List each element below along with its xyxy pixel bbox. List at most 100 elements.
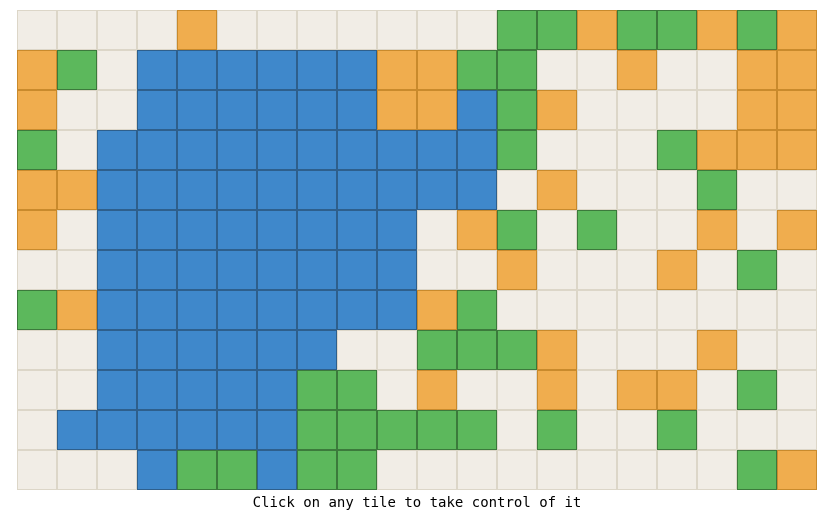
tile-neutral-r8-c0[interactable]	[17, 330, 57, 370]
tile-green-player-r10-c16[interactable]	[657, 410, 697, 450]
tile-orange-player-r3-c19[interactable]	[777, 130, 817, 170]
tile-blue-player-r2-c11[interactable]	[457, 90, 497, 130]
tile-green-player-r11-c18[interactable]	[737, 450, 777, 490]
tile-green-player-r10-c11[interactable]	[457, 410, 497, 450]
tile-blue-player-r7-c5[interactable]	[217, 290, 257, 330]
tile-blue-player-r1-c8[interactable]	[337, 50, 377, 90]
tile-green-player-r3-c12[interactable]	[497, 130, 537, 170]
tile-neutral-r10-c19[interactable]	[777, 410, 817, 450]
tile-orange-player-r2-c13[interactable]	[537, 90, 577, 130]
tile-blue-player-r5-c2[interactable]	[97, 210, 137, 250]
tile-neutral-r5-c15[interactable]	[617, 210, 657, 250]
tile-blue-player-r7-c7[interactable]	[297, 290, 337, 330]
tile-orange-player-r3-c18[interactable]	[737, 130, 777, 170]
tile-neutral-r7-c13[interactable]	[537, 290, 577, 330]
tile-neutral-r4-c18[interactable]	[737, 170, 777, 210]
tile-blue-player-r5-c3[interactable]	[137, 210, 177, 250]
tile-orange-player-r0-c19[interactable]	[777, 10, 817, 50]
tile-blue-player-r9-c5[interactable]	[217, 370, 257, 410]
tile-blue-player-r4-c7[interactable]	[297, 170, 337, 210]
tile-neutral-r9-c11[interactable]	[457, 370, 497, 410]
tile-orange-player-r9-c16[interactable]	[657, 370, 697, 410]
tile-blue-player-r11-c6[interactable]	[257, 450, 297, 490]
tile-orange-player-r2-c10[interactable]	[417, 90, 457, 130]
tile-blue-player-r11-c3[interactable]	[137, 450, 177, 490]
tile-neutral-r9-c14[interactable]	[577, 370, 617, 410]
tile-blue-player-r9-c3[interactable]	[137, 370, 177, 410]
tile-blue-player-r1-c4[interactable]	[177, 50, 217, 90]
tile-neutral-r8-c8[interactable]	[337, 330, 377, 370]
tile-green-player-r9-c18[interactable]	[737, 370, 777, 410]
tile-neutral-r8-c16[interactable]	[657, 330, 697, 370]
tile-neutral-r11-c15[interactable]	[617, 450, 657, 490]
tile-neutral-r4-c19[interactable]	[777, 170, 817, 210]
tile-neutral-r11-c16[interactable]	[657, 450, 697, 490]
tile-blue-player-r3-c3[interactable]	[137, 130, 177, 170]
tile-neutral-r11-c9[interactable]	[377, 450, 417, 490]
tile-neutral-r0-c1[interactable]	[57, 10, 97, 50]
tile-green-player-r6-c18[interactable]	[737, 250, 777, 290]
tile-blue-player-r8-c4[interactable]	[177, 330, 217, 370]
tile-green-player-r11-c7[interactable]	[297, 450, 337, 490]
tile-green-player-r7-c11[interactable]	[457, 290, 497, 330]
tile-blue-player-r5-c6[interactable]	[257, 210, 297, 250]
tile-blue-player-r6-c2[interactable]	[97, 250, 137, 290]
tile-blue-player-r2-c4[interactable]	[177, 90, 217, 130]
tile-blue-player-r4-c5[interactable]	[217, 170, 257, 210]
tile-orange-player-r4-c13[interactable]	[537, 170, 577, 210]
tile-blue-player-r2-c3[interactable]	[137, 90, 177, 130]
tile-blue-player-r4-c2[interactable]	[97, 170, 137, 210]
tile-neutral-r7-c17[interactable]	[697, 290, 737, 330]
tile-blue-player-r7-c4[interactable]	[177, 290, 217, 330]
tile-neutral-r0-c7[interactable]	[297, 10, 337, 50]
tile-neutral-r9-c9[interactable]	[377, 370, 417, 410]
tile-green-player-r3-c16[interactable]	[657, 130, 697, 170]
tile-blue-player-r5-c8[interactable]	[337, 210, 377, 250]
tile-green-player-r9-c7[interactable]	[297, 370, 337, 410]
tile-blue-player-r4-c4[interactable]	[177, 170, 217, 210]
tile-green-player-r0-c13[interactable]	[537, 10, 577, 50]
tile-neutral-r5-c13[interactable]	[537, 210, 577, 250]
tile-neutral-r0-c6[interactable]	[257, 10, 297, 50]
tile-neutral-r5-c1[interactable]	[57, 210, 97, 250]
tile-neutral-r8-c9[interactable]	[377, 330, 417, 370]
tile-neutral-r11-c10[interactable]	[417, 450, 457, 490]
tile-orange-player-r4-c1[interactable]	[57, 170, 97, 210]
tile-neutral-r7-c16[interactable]	[657, 290, 697, 330]
tile-blue-player-r5-c9[interactable]	[377, 210, 417, 250]
tile-orange-player-r1-c15[interactable]	[617, 50, 657, 90]
tile-neutral-r3-c15[interactable]	[617, 130, 657, 170]
tile-orange-player-r7-c1[interactable]	[57, 290, 97, 330]
tile-neutral-r6-c1[interactable]	[57, 250, 97, 290]
tile-blue-player-r9-c2[interactable]	[97, 370, 137, 410]
tile-neutral-r8-c19[interactable]	[777, 330, 817, 370]
tile-neutral-r5-c16[interactable]	[657, 210, 697, 250]
tile-blue-player-r5-c7[interactable]	[297, 210, 337, 250]
tile-green-player-r10-c8[interactable]	[337, 410, 377, 450]
tile-green-player-r10-c13[interactable]	[537, 410, 577, 450]
tile-neutral-r0-c10[interactable]	[417, 10, 457, 50]
tile-green-player-r4-c17[interactable]	[697, 170, 737, 210]
tile-neutral-r5-c18[interactable]	[737, 210, 777, 250]
tile-orange-player-r5-c0[interactable]	[17, 210, 57, 250]
tile-blue-player-r1-c3[interactable]	[137, 50, 177, 90]
tile-neutral-r1-c14[interactable]	[577, 50, 617, 90]
tile-blue-player-r2-c7[interactable]	[297, 90, 337, 130]
tile-orange-player-r0-c4[interactable]	[177, 10, 217, 50]
tile-orange-player-r2-c0[interactable]	[17, 90, 57, 130]
tile-orange-player-r9-c15[interactable]	[617, 370, 657, 410]
tile-blue-player-r10-c4[interactable]	[177, 410, 217, 450]
tile-green-player-r0-c15[interactable]	[617, 10, 657, 50]
tile-green-player-r11-c5[interactable]	[217, 450, 257, 490]
tile-neutral-r7-c12[interactable]	[497, 290, 537, 330]
tile-neutral-r8-c18[interactable]	[737, 330, 777, 370]
tile-neutral-r6-c19[interactable]	[777, 250, 817, 290]
tile-neutral-r2-c16[interactable]	[657, 90, 697, 130]
tile-neutral-r9-c1[interactable]	[57, 370, 97, 410]
tile-neutral-r1-c16[interactable]	[657, 50, 697, 90]
tile-orange-player-r6-c12[interactable]	[497, 250, 537, 290]
tile-blue-player-r3-c11[interactable]	[457, 130, 497, 170]
tile-neutral-r0-c8[interactable]	[337, 10, 377, 50]
tile-blue-player-r7-c6[interactable]	[257, 290, 297, 330]
tile-green-player-r2-c12[interactable]	[497, 90, 537, 130]
